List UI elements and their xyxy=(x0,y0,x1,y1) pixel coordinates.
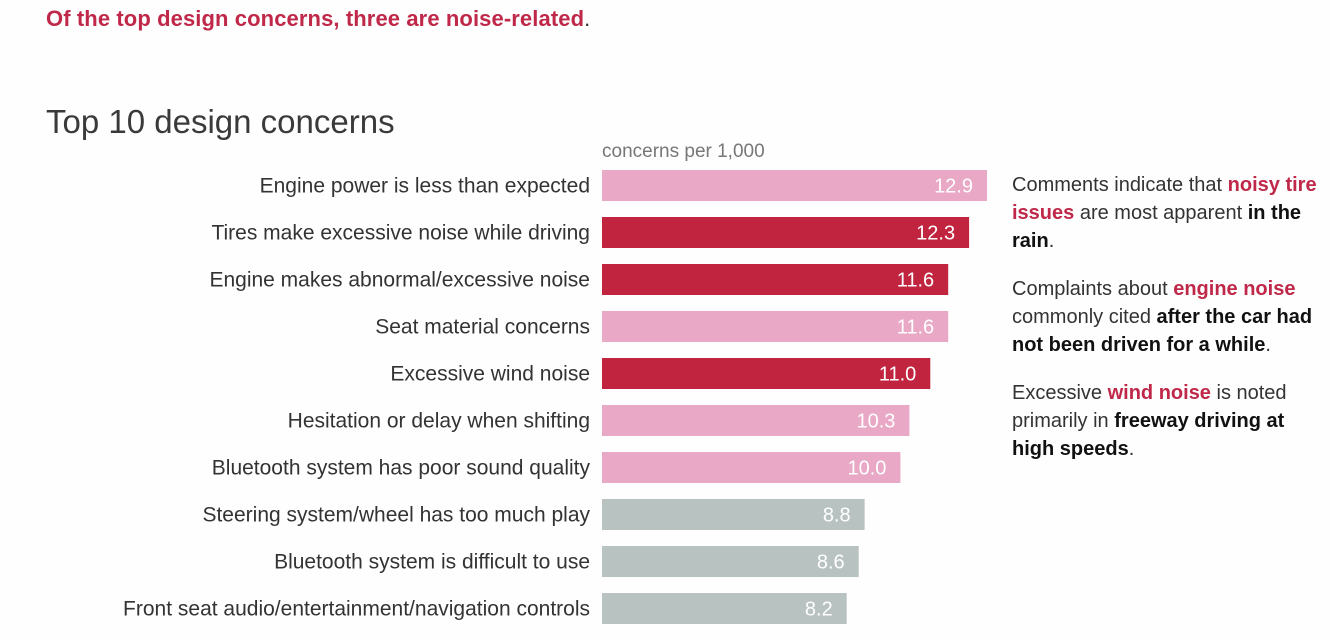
bar xyxy=(602,358,931,389)
category-label: Hesitation or delay when shifting xyxy=(288,410,590,433)
annotation-text: Complaints about xyxy=(1012,278,1174,300)
value-labels: 12.9 12.3 11.6 11.6 11.0 10.3 10.0 8.8 8.6 8.2 xyxy=(805,176,973,621)
bar-chart: Engine power is less than expected Tires … xyxy=(123,170,987,624)
annotation-text: . xyxy=(1128,438,1135,460)
bar xyxy=(602,217,970,248)
category-label: Steering system/wheel has too much play xyxy=(202,504,590,527)
annotation-text: after the car had not been driven for a … xyxy=(1012,306,1313,356)
annotation-text: . xyxy=(1048,230,1055,252)
annotation-text: Excessive xyxy=(1012,382,1108,404)
bars xyxy=(602,170,987,624)
category-labels: Engine power is less than expected Tires … xyxy=(123,175,590,621)
chart-title: Top 10 design concerns xyxy=(46,103,395,140)
value-label: 12.3 xyxy=(916,223,955,245)
value-label: 8.6 xyxy=(817,552,845,574)
bar xyxy=(602,452,901,483)
annotation-text: is noted primarily in xyxy=(1012,382,1287,432)
value-label: 8.2 xyxy=(805,599,833,621)
bar xyxy=(602,499,865,530)
bar xyxy=(602,593,847,624)
annotation-text: are most apparent xyxy=(1074,202,1248,224)
category-label: Excessive wind noise xyxy=(390,363,590,386)
value-label: 11.6 xyxy=(897,317,934,339)
value-label: 11.0 xyxy=(879,364,916,386)
value-label: 11.6 xyxy=(897,270,934,292)
annotation-note: Excessive wind noise is noted primarily … xyxy=(1012,379,1322,463)
headline-text: Of the top design concerns, three are no… xyxy=(46,6,585,31)
value-label: 8.8 xyxy=(823,505,851,527)
annotation-text: Comments indicate that xyxy=(1012,174,1228,196)
category-label: Bluetooth system is difficult to use xyxy=(274,551,590,574)
annotations-panel: Comments indicate that noisy tire issues… xyxy=(1012,171,1322,483)
category-label: Seat material concerns xyxy=(375,316,590,339)
category-label: Bluetooth system has poor sound quality xyxy=(212,457,591,480)
annotation-text: freeway driving at high speeds xyxy=(1012,410,1285,460)
annotation-note: Complaints about engine noise commonly c… xyxy=(1012,275,1322,359)
category-label: Tires make excessive noise while driving xyxy=(211,222,590,245)
axis-units-label: concerns per 1,000 xyxy=(602,141,765,162)
annotation-text: in the rain xyxy=(1012,202,1302,252)
bar xyxy=(602,546,859,577)
category-label: Front seat audio/entertainment/navigatio… xyxy=(123,598,590,621)
annotation-text: . xyxy=(1265,334,1271,356)
category-label: Engine power is less than expected xyxy=(260,175,590,198)
headline-period: . xyxy=(584,6,591,31)
annotation-note: Comments indicate that noisy tire issues… xyxy=(1012,171,1322,255)
bar xyxy=(602,311,949,342)
value-label: 10.3 xyxy=(856,411,895,433)
headline: Of the top design concerns, three are no… xyxy=(46,6,590,32)
bar xyxy=(602,405,910,436)
annotation-text: commonly cited xyxy=(1012,306,1157,328)
bar xyxy=(602,264,949,295)
value-label: 10.0 xyxy=(848,458,887,480)
annotation-text: wind noise xyxy=(1107,382,1211,404)
category-label: Engine makes abnormal/excessive noise xyxy=(209,269,590,292)
bar xyxy=(602,170,987,201)
annotation-text: noisy tire issues xyxy=(1012,174,1317,224)
value-label: 12.9 xyxy=(934,176,973,198)
annotation-text: engine noise xyxy=(1173,278,1296,300)
